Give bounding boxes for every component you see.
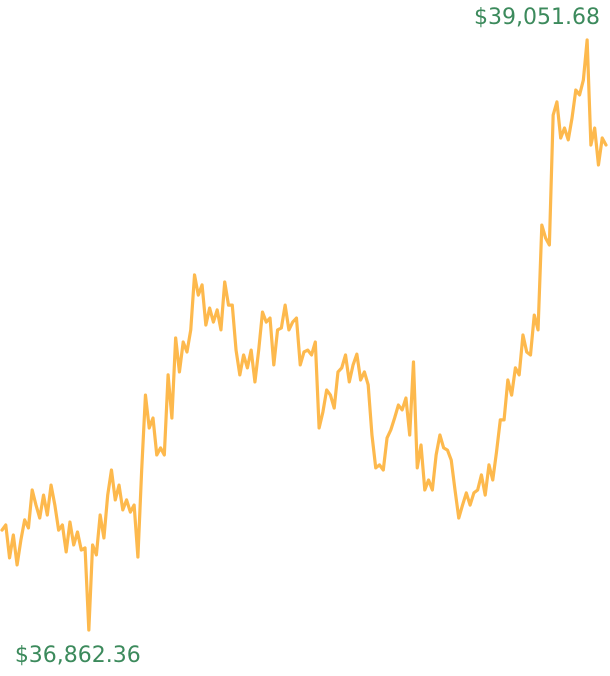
price-line: [0, 38, 608, 632]
value-label: $36,862.36: [15, 643, 141, 668]
value-label: $39,051.68: [474, 5, 600, 30]
